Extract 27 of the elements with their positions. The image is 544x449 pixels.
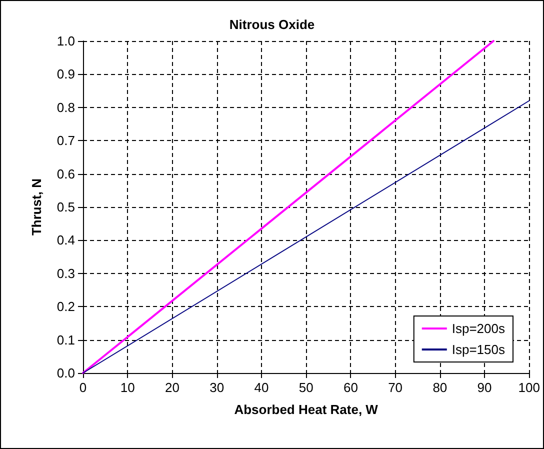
- x-tick-label: 80: [432, 380, 448, 395]
- y-tick-label: 0.0: [56, 366, 75, 380]
- y-tick-label: 0.1: [56, 332, 75, 348]
- y-tick-label: 1.0: [56, 34, 75, 48]
- x-tick-label: 30: [210, 380, 224, 395]
- x-tick-label: 20: [164, 380, 180, 395]
- y-tick-label: 0.8: [56, 100, 75, 115]
- chart-title: Nitrous Oxide: [229, 17, 315, 32]
- x-tick-label: 60: [343, 380, 358, 395]
- y-tick-label: 0.6: [56, 166, 75, 182]
- y-tick-label: 0.4: [56, 232, 75, 248]
- x-tick-label: 70: [388, 380, 403, 395]
- legend-label: Isp=150s: [452, 342, 506, 357]
- y-tick-label: 0.3: [56, 266, 75, 281]
- x-tick-label: 50: [298, 380, 314, 395]
- x-tick-label: 100: [518, 380, 540, 395]
- x-tick-label: 10: [120, 380, 135, 395]
- y-tick-label: 0.9: [56, 66, 75, 82]
- x-tick-label: 40: [254, 380, 269, 395]
- x-axis-title: Absorbed Heat Rate, W: [234, 402, 379, 417]
- x-tick-label: 90: [477, 380, 492, 395]
- x-tick-label: 0: [79, 380, 87, 395]
- y-axis-title: Thrust, N: [29, 178, 44, 236]
- legend-label: Isp=200s: [452, 321, 506, 336]
- y-tick-label: 0.5: [56, 200, 75, 214]
- y-tick-label: 0.2: [56, 299, 75, 314]
- y-tick-label: 0.7: [56, 133, 75, 148]
